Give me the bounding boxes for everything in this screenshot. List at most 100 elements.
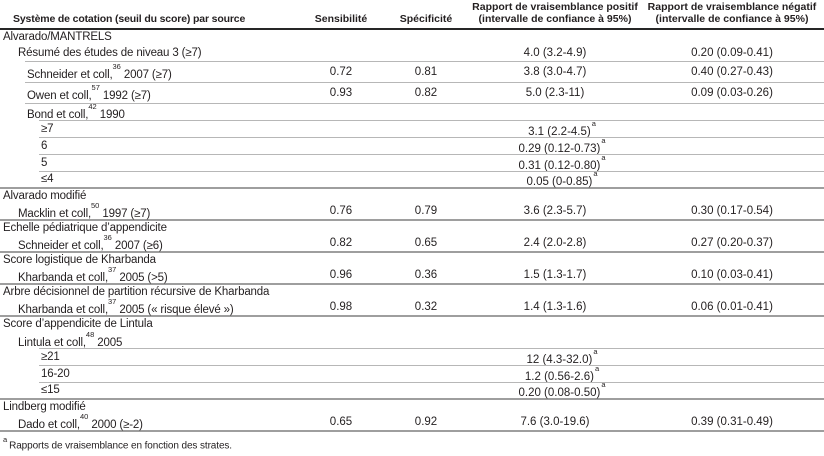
row-label-text: Kharbanda et coll, bbox=[18, 271, 109, 284]
row-label-text: Alvarado/MANTRELS bbox=[3, 31, 112, 43]
row-label-text: ≥21 bbox=[41, 351, 60, 363]
reference-superscript: 37 bbox=[108, 265, 117, 275]
row-label: Alvarado modifié bbox=[0, 190, 300, 203]
row-label-text: Dado et coll, bbox=[18, 418, 80, 431]
row-divider bbox=[39, 365, 824, 366]
stratified-lr-text: 0.05 (0-0.85) bbox=[526, 175, 593, 188]
table-body: Alvarado/MANTRELS Résumé des études de ni… bbox=[0, 30, 824, 432]
lr-positive-header-line1: Rapport de vraisemblance positif bbox=[472, 1, 638, 13]
row-label-text: Echelle pédiatrique d’appendicite bbox=[3, 222, 167, 234]
row-label: Schneider et coll,36 2007 (≥7) bbox=[0, 62, 300, 82]
table-row: Dado et coll,40 2000 (≥-2) 0.65 0.92 7.6 (3… bbox=[0, 412, 824, 432]
sensitivity-value: 0.98 bbox=[329, 301, 353, 313]
sensitivity-value: 0.76 bbox=[329, 205, 353, 217]
row-label-text: Arbre décisionnel de partition récursive… bbox=[3, 286, 270, 298]
row-label: Owen et coll,57 1992 (≥7) bbox=[0, 83, 300, 103]
row-divider bbox=[39, 171, 824, 172]
table-row: ≥7 3.1 (2.2-4.5)a bbox=[0, 119, 824, 138]
stratified-lr-value: 0.20 (0.08-0.50)a bbox=[300, 380, 824, 400]
stratified-lr-text: 0.31 (0.12-0.80) bbox=[518, 159, 601, 172]
footnote-marker-superscript: a bbox=[591, 119, 596, 129]
row-label: Kharbanda et coll,37 2005 (>5) bbox=[0, 265, 300, 285]
stratified-lr-text: 1.2 (0.56-2.6) bbox=[524, 370, 594, 383]
row-divider bbox=[39, 154, 824, 155]
lr-positive-value: 4.0 (3.2-4.9) bbox=[523, 47, 587, 59]
footnote-marker-superscript: a bbox=[593, 347, 598, 357]
sensitivity-value: 0.82 bbox=[329, 237, 353, 249]
lr-positive-header-line2: (intervalle de confiance à 95%) bbox=[478, 12, 632, 25]
row-label: Lintula et coll,48 2005 bbox=[0, 330, 300, 350]
row-label: ≤4 bbox=[0, 173, 300, 186]
row-label-text: ≤15 bbox=[41, 384, 60, 396]
row-label-text: 2007 (≥6) bbox=[111, 239, 163, 252]
row-label: Résumé des études de niveau 3 (≥7) bbox=[0, 47, 300, 60]
row-divider bbox=[25, 61, 824, 62]
row-label-text: 1992 (≥7) bbox=[99, 89, 151, 102]
row-label-text: 16-20 bbox=[41, 368, 70, 380]
table-row: Kharbanda et coll,37 2005 (>5) 0.96 0.36 1.… bbox=[0, 265, 824, 285]
table-row: Résumé des études de niveau 3 (≥7) 4.0 (3… bbox=[0, 45, 824, 62]
specificity-value: 0.79 bbox=[414, 205, 438, 217]
row-label: Score d’appendicite de Lintula bbox=[0, 318, 300, 331]
lr-positive-value: 3.6 (2.3-5.7) bbox=[523, 205, 587, 217]
table-row: Bond et coll,42 1990 bbox=[0, 102, 824, 122]
table-row: 5 0.31 (0.12-0.80)a bbox=[0, 153, 824, 172]
table-footnote: aRapports de vraisemblance en fonction d… bbox=[0, 432, 824, 451]
row-label-text: Macklin et coll, bbox=[18, 207, 92, 220]
footnote-text: Rapports de vraisemblance en fonction de… bbox=[9, 440, 232, 452]
row-label-text: Bond et coll, bbox=[27, 108, 89, 121]
row-divider bbox=[39, 137, 824, 138]
column-header-sensitivity: Sensibilité bbox=[314, 12, 368, 25]
reference-superscript: 40 bbox=[79, 412, 89, 422]
row-divider bbox=[39, 348, 824, 349]
row-label-text: 2000 (≥-2) bbox=[88, 418, 143, 431]
row-divider bbox=[25, 82, 824, 83]
row-label: Arbre décisionnel de partition récursive… bbox=[0, 286, 300, 299]
row-label-text: Score logistique de Kharbanda bbox=[3, 254, 156, 266]
row-divider bbox=[39, 120, 824, 121]
lr-positive-value: 7.6 (3.0-19.6) bbox=[520, 416, 590, 428]
table-row: ≥21 12 (4.3-32.0)a bbox=[0, 347, 824, 367]
row-label-text: Owen et coll, bbox=[27, 89, 92, 102]
table-row: Lindberg modifié bbox=[0, 400, 824, 415]
reference-superscript: 36 bbox=[112, 62, 121, 72]
specificity-value: 0.81 bbox=[414, 66, 438, 78]
row-label-text: Lintula et coll, bbox=[18, 336, 86, 349]
stratified-lr-value: 1.2 (0.56-2.6)a bbox=[300, 364, 824, 384]
row-label: ≥21 bbox=[0, 351, 300, 364]
footnote-marker-superscript: a bbox=[601, 153, 606, 163]
footnote-marker-superscript: a bbox=[594, 364, 600, 374]
row-divider bbox=[25, 103, 824, 104]
row-label-text: 2007 (≥7) bbox=[120, 68, 172, 81]
stratified-lr-text: 0.20 (0.08-0.50) bbox=[518, 386, 601, 399]
row-label: 16-20 bbox=[0, 368, 300, 381]
lr-negative-header-line2: (intervalle de confiance à 95%) bbox=[655, 12, 809, 25]
stratified-lr-value: 12 (4.3-32.0)a bbox=[300, 347, 824, 367]
specificity-value: 0.32 bbox=[414, 301, 438, 313]
lr-negative-value: 0.06 (0.01-0.41) bbox=[691, 301, 773, 313]
row-label: ≥7 bbox=[0, 123, 300, 136]
footnote-marker: a bbox=[3, 435, 8, 444]
lr-negative-value: 0.30 (0.17-0.54) bbox=[691, 205, 773, 217]
reference-superscript: 37 bbox=[108, 297, 117, 307]
row-label-text: 5 bbox=[41, 157, 48, 169]
row-label: Score logistique de Kharbanda bbox=[0, 254, 300, 267]
row-label-text: Résumé des études de niveau 3 (≥7) bbox=[18, 47, 202, 59]
table-row: Kharbanda et coll,37 2005 (« risque élev… bbox=[0, 297, 824, 317]
row-label: ≤15 bbox=[0, 384, 300, 397]
row-label: Macklin et coll,50 1997 (≥7) bbox=[0, 201, 300, 221]
table-row: Alvarado/MANTRELS bbox=[0, 30, 824, 45]
row-label-text: 2005 (« risque élevé ») bbox=[116, 303, 234, 316]
row-label: Bond et coll,42 1990 bbox=[0, 102, 300, 122]
row-label: Echelle pédiatrique d’appendicite bbox=[0, 222, 300, 235]
sensitivity-value: 0.96 bbox=[329, 269, 353, 281]
sensitivity-value: 0.93 bbox=[329, 87, 353, 99]
row-label: Lindberg modifié bbox=[0, 401, 300, 414]
stratified-lr-text: 0.29 (0.12-0.73) bbox=[518, 142, 601, 155]
row-label: Kharbanda et coll,37 2005 (« risque élev… bbox=[0, 297, 300, 317]
table-row: Schneider et coll,36 2007 (≥7) 0.72 0.81 3.… bbox=[0, 62, 824, 83]
row-label-text: 1997 (≥7) bbox=[99, 207, 151, 220]
row-label-text: Alvarado modifié bbox=[3, 190, 87, 202]
sensitivity-value: 0.72 bbox=[329, 66, 353, 78]
